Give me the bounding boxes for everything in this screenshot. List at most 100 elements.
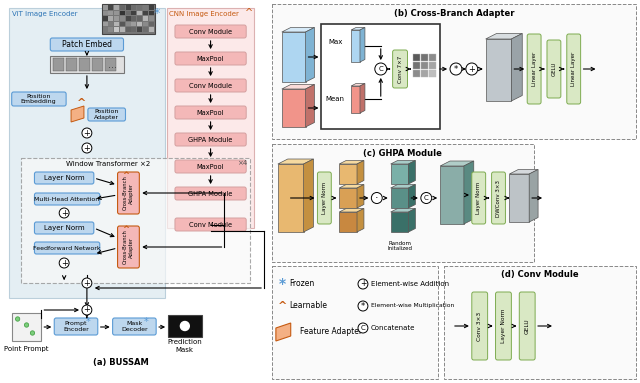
Text: MaxPool: MaxPool	[197, 56, 225, 62]
Polygon shape	[390, 185, 415, 188]
Polygon shape	[390, 208, 415, 212]
Text: Max: Max	[328, 39, 342, 45]
Bar	[131, 21, 136, 26]
Bar	[108, 21, 113, 26]
Text: Prediction
Mask: Prediction Mask	[168, 339, 202, 352]
Bar	[108, 5, 113, 10]
Text: DWConv 3×3: DWConv 3×3	[496, 180, 501, 216]
Circle shape	[358, 279, 368, 289]
Polygon shape	[360, 28, 365, 62]
FancyBboxPatch shape	[51, 38, 124, 51]
Polygon shape	[351, 83, 365, 86]
FancyBboxPatch shape	[118, 172, 140, 214]
Circle shape	[358, 301, 368, 311]
Text: Linear Layer: Linear Layer	[532, 52, 536, 86]
Bar	[105, 58, 116, 71]
Polygon shape	[339, 208, 364, 212]
Polygon shape	[278, 159, 314, 164]
Circle shape	[15, 317, 20, 321]
Text: Feedforward Network: Feedforward Network	[33, 246, 101, 250]
Bar	[103, 5, 108, 10]
Text: ×4: ×4	[237, 160, 247, 166]
Polygon shape	[276, 323, 291, 341]
Text: Position
Embedding: Position Embedding	[20, 93, 56, 105]
Text: *: *	[361, 301, 365, 311]
Text: ·: ·	[375, 193, 379, 203]
FancyBboxPatch shape	[175, 79, 246, 92]
FancyBboxPatch shape	[527, 34, 541, 104]
Text: Random
Initalized: Random Initalized	[387, 241, 412, 251]
FancyBboxPatch shape	[495, 292, 511, 360]
Circle shape	[375, 63, 387, 75]
Polygon shape	[303, 159, 314, 232]
Bar	[509, 174, 529, 222]
Bar	[440, 166, 464, 224]
Circle shape	[24, 323, 29, 327]
Bar	[444, 266, 636, 379]
Polygon shape	[464, 161, 474, 224]
Polygon shape	[305, 28, 314, 82]
Bar	[103, 27, 108, 32]
Text: Frozen: Frozen	[290, 280, 315, 288]
Bar	[339, 212, 357, 232]
Text: Mean: Mean	[326, 96, 345, 102]
Text: GELU: GELU	[525, 318, 530, 334]
Bar	[272, 144, 534, 262]
Text: +: +	[83, 129, 90, 137]
Polygon shape	[408, 160, 415, 184]
Polygon shape	[339, 160, 364, 164]
Bar	[120, 21, 125, 26]
Text: Position
Adapter: Position Adapter	[94, 109, 119, 120]
Polygon shape	[357, 160, 364, 184]
Polygon shape	[357, 185, 364, 208]
Polygon shape	[339, 185, 364, 188]
Bar	[148, 5, 154, 10]
Text: GHPA Module: GHPA Module	[188, 190, 233, 196]
Bar	[102, 4, 155, 34]
Polygon shape	[509, 170, 538, 174]
Bar	[351, 86, 360, 113]
Text: (c) GHPA Module: (c) GHPA Module	[363, 149, 442, 157]
Bar	[20, 158, 250, 283]
Polygon shape	[282, 85, 314, 89]
Text: Conv Module: Conv Module	[189, 82, 232, 88]
Text: ...: ...	[108, 59, 117, 69]
Bar	[120, 27, 125, 32]
FancyBboxPatch shape	[175, 218, 246, 231]
Text: Mask
Decoder: Mask Decoder	[121, 321, 148, 332]
Text: C: C	[360, 325, 365, 331]
Bar	[351, 30, 360, 62]
Polygon shape	[351, 28, 365, 30]
Text: C: C	[378, 66, 383, 72]
Bar	[114, 16, 119, 21]
FancyBboxPatch shape	[35, 193, 100, 205]
Text: Layer Norm: Layer Norm	[322, 182, 327, 214]
Text: *: *	[86, 317, 90, 327]
Polygon shape	[282, 28, 314, 32]
Text: *: *	[454, 64, 458, 74]
FancyBboxPatch shape	[175, 52, 246, 65]
Text: *: *	[144, 317, 148, 327]
Bar	[148, 21, 154, 26]
Bar	[272, 266, 438, 379]
Bar	[114, 5, 119, 10]
Circle shape	[358, 323, 368, 333]
Bar	[168, 315, 202, 337]
Bar	[125, 5, 131, 10]
Bar	[429, 70, 436, 77]
Text: ^: ^	[122, 224, 129, 234]
Text: (b) Cross-Branch Adapter: (b) Cross-Branch Adapter	[394, 8, 514, 18]
Bar	[413, 54, 420, 61]
Text: +: +	[468, 64, 476, 74]
Bar	[421, 54, 428, 61]
Text: *: *	[154, 7, 160, 20]
FancyBboxPatch shape	[88, 108, 125, 121]
Bar	[137, 16, 142, 21]
Bar	[137, 10, 142, 15]
FancyBboxPatch shape	[175, 187, 246, 200]
Bar	[103, 16, 108, 21]
Polygon shape	[511, 33, 522, 101]
Text: Window Transformer ×2: Window Transformer ×2	[66, 161, 150, 167]
Bar	[143, 5, 148, 10]
Bar	[131, 27, 136, 32]
